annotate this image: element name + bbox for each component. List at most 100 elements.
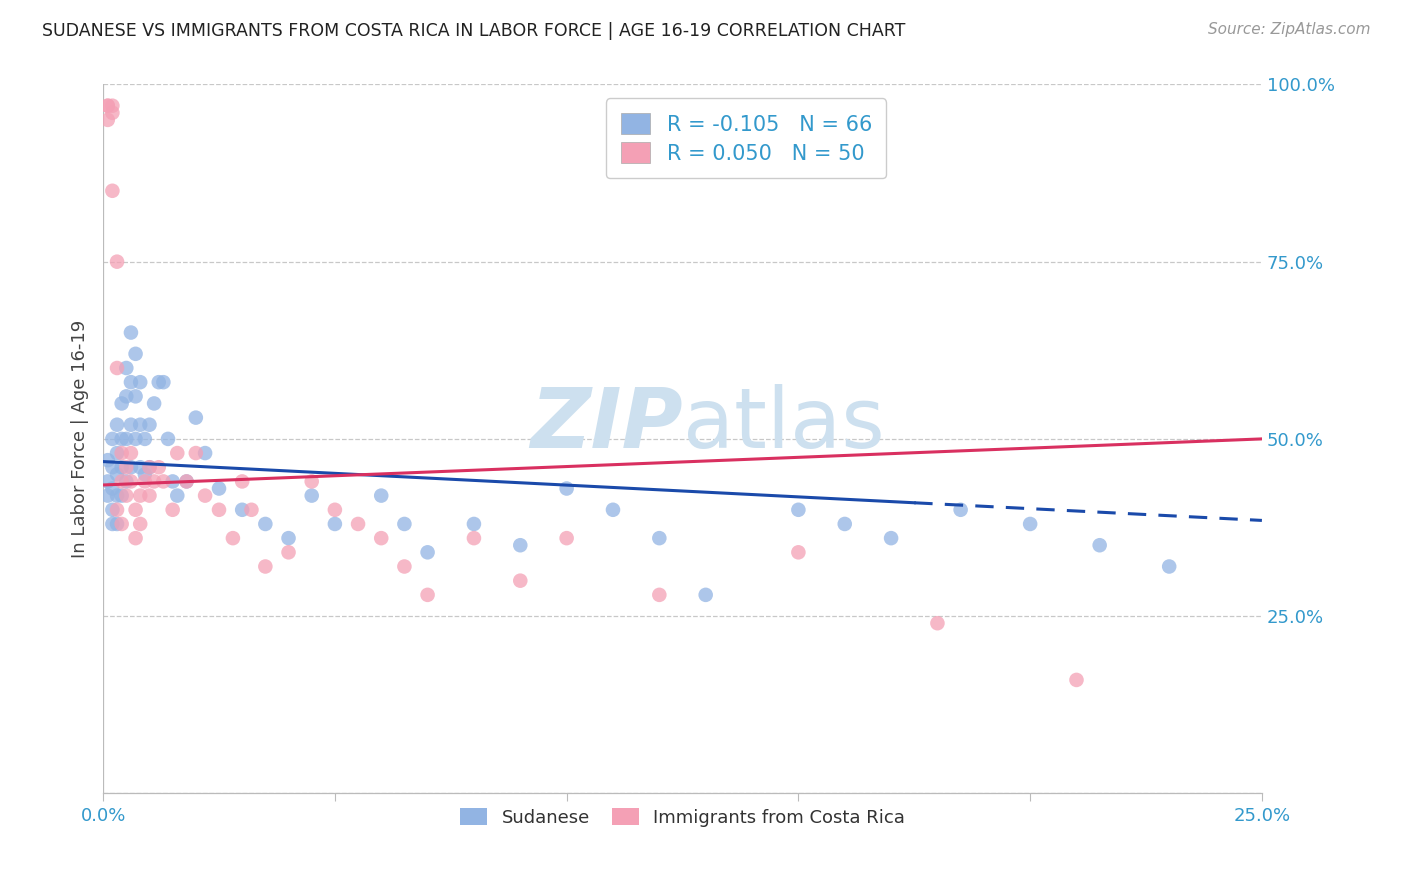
Point	[138, 489, 160, 503]
Point	[129, 417, 152, 432]
Point	[111, 475, 134, 489]
Point	[1159, 559, 1181, 574]
Point	[347, 516, 370, 531]
Point	[120, 326, 142, 340]
Point	[648, 531, 671, 545]
Point	[208, 482, 231, 496]
Point	[105, 516, 128, 531]
Point	[143, 475, 166, 489]
Point	[323, 516, 346, 531]
Point	[129, 489, 152, 503]
Point	[138, 460, 160, 475]
Point	[115, 361, 138, 376]
Point	[416, 588, 439, 602]
Point	[101, 105, 124, 120]
Point	[129, 375, 152, 389]
Point	[101, 516, 124, 531]
Point	[97, 99, 120, 113]
Point	[254, 516, 277, 531]
Point	[101, 482, 124, 496]
Point	[101, 184, 124, 198]
Point	[602, 503, 624, 517]
Point	[1066, 673, 1088, 687]
Point	[787, 545, 810, 559]
Point	[370, 489, 392, 503]
Point	[184, 446, 207, 460]
Point	[120, 417, 142, 432]
Point	[166, 446, 188, 460]
Point	[115, 389, 138, 403]
Point	[152, 375, 174, 389]
Text: atlas: atlas	[682, 384, 884, 466]
Point	[115, 489, 138, 503]
Point	[240, 503, 263, 517]
Point	[129, 460, 152, 475]
Point	[97, 453, 120, 467]
Point	[148, 375, 170, 389]
Point	[134, 467, 156, 482]
Point	[101, 460, 124, 475]
Point	[138, 460, 160, 475]
Text: SUDANESE VS IMMIGRANTS FROM COSTA RICA IN LABOR FORCE | AGE 16-19 CORRELATION CH: SUDANESE VS IMMIGRANTS FROM COSTA RICA I…	[42, 22, 905, 40]
Point	[120, 446, 142, 460]
Point	[115, 432, 138, 446]
Point	[105, 503, 128, 517]
Point	[138, 417, 160, 432]
Point	[176, 475, 198, 489]
Point	[277, 531, 299, 545]
Point	[509, 574, 531, 588]
Point	[1019, 516, 1042, 531]
Point	[555, 531, 578, 545]
Point	[105, 417, 128, 432]
Point	[555, 482, 578, 496]
Point	[111, 516, 134, 531]
Point	[105, 446, 128, 460]
Point	[111, 460, 134, 475]
Point	[97, 112, 120, 127]
Point	[115, 475, 138, 489]
Point	[97, 99, 120, 113]
Point	[880, 531, 903, 545]
Point	[301, 475, 323, 489]
Point	[463, 516, 485, 531]
Point	[105, 467, 128, 482]
Point	[416, 545, 439, 559]
Point	[184, 410, 207, 425]
Point	[101, 432, 124, 446]
Point	[1088, 538, 1111, 552]
Point	[124, 432, 146, 446]
Point	[129, 516, 152, 531]
Point	[97, 475, 120, 489]
Point	[162, 503, 184, 517]
Point	[152, 475, 174, 489]
Point	[124, 347, 146, 361]
Point	[134, 475, 156, 489]
Point	[394, 559, 416, 574]
Point	[301, 489, 323, 503]
Point	[787, 503, 810, 517]
Point	[222, 531, 245, 545]
Point	[111, 396, 134, 410]
Point	[254, 559, 277, 574]
Point	[162, 475, 184, 489]
Point	[463, 531, 485, 545]
Point	[101, 503, 124, 517]
Point	[277, 545, 299, 559]
Point	[323, 503, 346, 517]
Point	[120, 375, 142, 389]
Point	[124, 503, 146, 517]
Point	[208, 503, 231, 517]
Point	[695, 588, 717, 602]
Point	[509, 538, 531, 552]
Point	[394, 516, 416, 531]
Point	[120, 475, 142, 489]
Text: Source: ZipAtlas.com: Source: ZipAtlas.com	[1208, 22, 1371, 37]
Point	[101, 99, 124, 113]
Point	[111, 446, 134, 460]
Y-axis label: In Labor Force | Age 16-19: In Labor Force | Age 16-19	[72, 319, 89, 558]
Point	[194, 446, 217, 460]
Point	[105, 361, 128, 376]
Text: ZIP: ZIP	[530, 384, 682, 466]
Point	[648, 588, 671, 602]
Point	[176, 475, 198, 489]
